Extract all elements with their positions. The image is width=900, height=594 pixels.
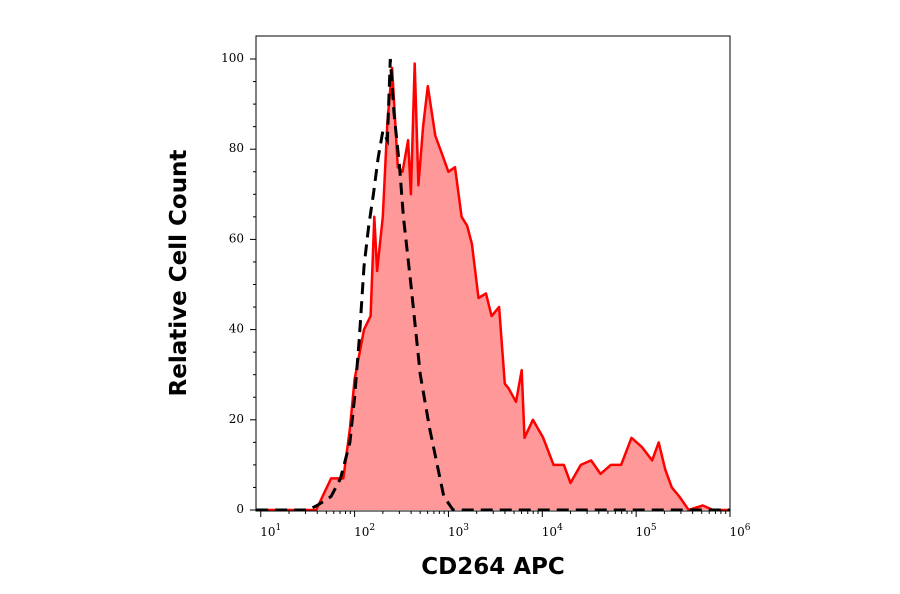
y-tick-label: 20 [229, 412, 244, 426]
series-layer [256, 58, 730, 512]
series-line-stained [256, 62, 730, 512]
x-tick-label: 104 [542, 523, 563, 539]
series-fill-area [256, 63, 730, 510]
y-tick-label: 80 [229, 141, 244, 155]
axes-layer: 0 20 40 60 80 100 101 102 103 104 105 106 [221, 51, 751, 539]
y-tick-label: 40 [229, 322, 244, 336]
series-line-control [256, 58, 730, 512]
x-tick-label: 105 [636, 523, 657, 539]
x-tick-label: 103 [448, 523, 469, 539]
x-tick-label: 102 [354, 523, 375, 539]
x-tick-label: 106 [729, 523, 750, 539]
y-tick-label: 100 [221, 51, 244, 65]
x-axis-title: CD264 APC [421, 554, 565, 580]
x-tick-label: 101 [260, 523, 281, 539]
y-tick-label: 0 [236, 502, 244, 516]
y-tick-label: 60 [229, 231, 244, 245]
y-axis-title: Relative Cell Count [166, 150, 192, 397]
